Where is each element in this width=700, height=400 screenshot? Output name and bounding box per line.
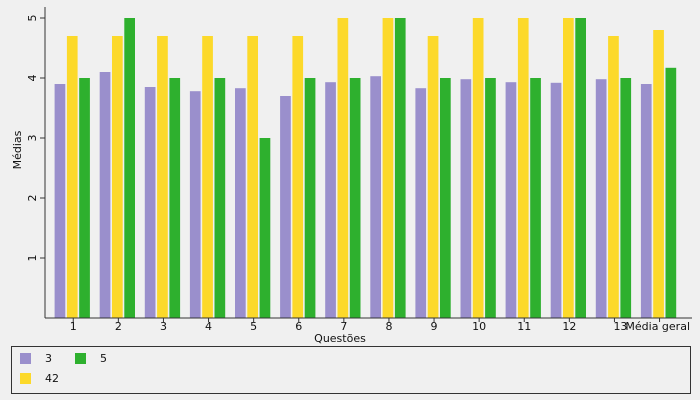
y-tick-label-2: 2	[26, 195, 39, 202]
legend: 3 5 42	[11, 346, 691, 394]
x-tick-label-11: 11	[517, 320, 531, 333]
legend-label-series-2: 42	[45, 372, 59, 385]
x-tick-label-9: 9	[431, 320, 438, 333]
x-tick-label-10: 10	[472, 320, 486, 333]
bar-series-2-cat-4	[202, 36, 213, 318]
x-tick-label-13: 13	[613, 320, 627, 333]
bar-series-3-cat-1	[79, 78, 90, 318]
legend-item-series-2: 42	[20, 372, 59, 385]
bar-series-1-cat-5	[235, 88, 246, 318]
bar-series-2-cat-5	[247, 36, 258, 318]
bar-series-1-cat-4	[189, 91, 201, 318]
bar-series-1-cat-9	[415, 88, 427, 318]
bars-group	[54, 18, 677, 318]
x-tick-label-6: 6	[295, 320, 302, 333]
y-tick-label-1: 1	[26, 255, 39, 262]
bar-series-3-cat-12	[575, 18, 586, 318]
legend-label-series-1: 3	[45, 352, 52, 365]
plot-area	[45, 7, 692, 318]
bar-series-1-cat-11	[505, 82, 517, 318]
bar-series-2-cat-11	[517, 18, 529, 318]
legend-label-series-3: 5	[100, 352, 107, 365]
bar-series-1-cat-3	[144, 87, 156, 318]
bar-series-1-cat-8	[370, 76, 381, 318]
y-tick-label-3: 3	[26, 135, 39, 142]
bar-series-1-cat-12	[550, 82, 562, 318]
bar-series-2-cat-13	[608, 36, 619, 318]
bar-series-3-cat-6	[304, 78, 316, 318]
bar-series-3-cat-3	[169, 78, 181, 318]
bar-series-3-cat-10	[485, 78, 496, 318]
y-tick-label-4: 4	[26, 75, 39, 82]
y-tick-label-5: 5	[26, 15, 39, 22]
bar-series-3-cat-2	[124, 18, 135, 318]
bar-series-1-cat-6	[280, 96, 291, 318]
y-ticks-group: 1 2 3 4 5	[26, 15, 45, 262]
bar-series-3-cat-14	[665, 67, 677, 318]
bar-series-2-cat-10	[472, 18, 484, 318]
legend-swatch-series-1	[20, 353, 31, 364]
bar-series-1-cat-10	[460, 79, 472, 318]
x-tick-label-12: 12	[562, 320, 576, 333]
x-tick-label-3: 3	[160, 320, 167, 333]
bar-series-2-cat-9	[427, 36, 439, 318]
x-tick-label-2: 2	[115, 320, 122, 333]
x-tick-label-5: 5	[250, 320, 257, 333]
x-tick-label-4: 4	[205, 320, 212, 333]
bar-series-3-cat-9	[440, 78, 451, 318]
bar-series-2-cat-8	[382, 18, 394, 318]
x-tick-label-7: 7	[340, 320, 347, 333]
bar-series-1-cat-13	[595, 79, 607, 318]
bar-series-1-cat-7	[325, 82, 336, 318]
x-tick-label-14: Média geral	[625, 320, 690, 333]
x-tick-label-8: 8	[385, 320, 392, 333]
bar-series-3-cat-8	[394, 18, 406, 318]
legend-item-series-3: 5	[75, 352, 107, 365]
bar-series-3-cat-7	[349, 78, 361, 318]
bar-series-2-cat-3	[157, 36, 168, 318]
x-tick-label-1: 1	[70, 320, 77, 333]
bar-series-2-cat-12	[563, 18, 574, 318]
bar-series-1-cat-2	[99, 72, 111, 318]
bar-series-3-cat-4	[214, 78, 226, 318]
bar-series-1-cat-14	[640, 84, 652, 318]
bar-series-1-cat-1	[54, 84, 66, 318]
bar-series-2-cat-14	[653, 30, 664, 318]
bar-series-3-cat-5	[259, 138, 271, 318]
legend-item-series-1: 3	[20, 352, 52, 365]
x-axis-title: Questões	[314, 332, 366, 345]
legend-swatch-series-2	[20, 373, 31, 384]
bar-series-2-cat-6	[292, 36, 304, 318]
bar-series-3-cat-13	[620, 78, 632, 318]
y-axis-title: Médias	[11, 130, 24, 169]
bar-series-2-cat-2	[112, 36, 123, 318]
bar-series-2-cat-1	[66, 36, 78, 318]
bar-series-3-cat-11	[530, 78, 541, 318]
legend-swatch-series-3	[75, 353, 86, 364]
bar-series-2-cat-7	[337, 18, 349, 318]
